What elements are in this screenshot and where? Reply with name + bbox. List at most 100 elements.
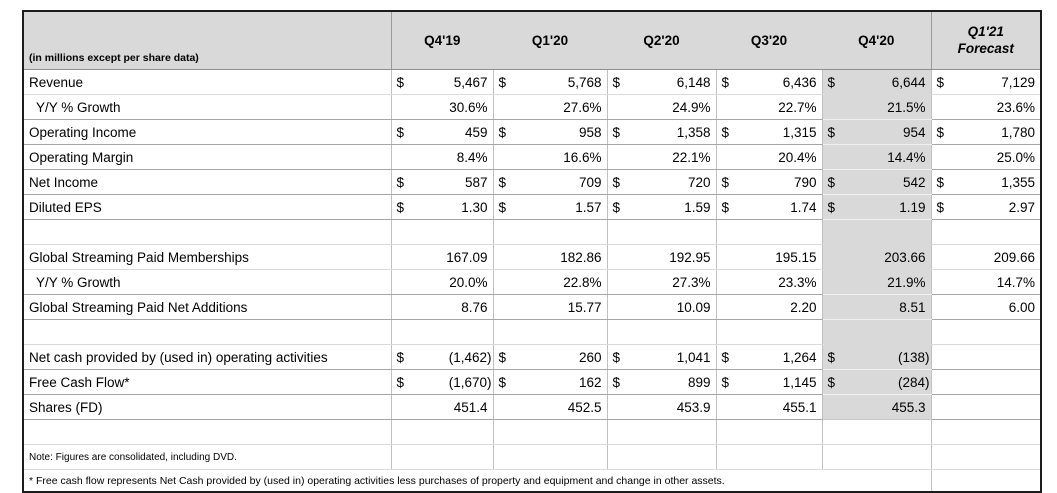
value-cell: $1.19 xyxy=(821,194,931,220)
table-row: Operating Margin 8.4% 16.6% 22.1% 20.4% 14.4%… xyxy=(23,144,1041,170)
cell-value: 10.09 xyxy=(676,299,711,315)
cell-value: 1.74 xyxy=(790,199,817,215)
dollar-sign: $ xyxy=(498,174,507,190)
cell-value: 1,355 xyxy=(1001,174,1035,190)
dollar-sign: $ xyxy=(396,74,405,90)
value-cell: $5,467 xyxy=(390,69,493,95)
value-cell: $ (1,462) xyxy=(390,344,493,370)
cell-value: (138) xyxy=(897,349,930,365)
dollar-sign: $ xyxy=(936,174,945,190)
cell-value: 720 xyxy=(687,174,711,190)
row-label xyxy=(23,219,391,245)
dollar-sign: $ xyxy=(498,124,507,140)
cell-value: 20.4% xyxy=(778,149,817,165)
cell-value: 1.59 xyxy=(684,199,711,215)
cell-value: 22.7% xyxy=(778,99,817,115)
dollar-sign: $ xyxy=(721,349,730,365)
row-label: Global Streaming Paid Net Additions xyxy=(23,294,391,320)
cell-value: 182.86 xyxy=(560,249,602,265)
cell-value: 1,145 xyxy=(782,374,817,390)
value-cell: $954 xyxy=(821,119,931,145)
cell-value: 167.09 xyxy=(446,249,488,265)
value-cell: 455.1 xyxy=(715,394,822,420)
value-cell: $162 xyxy=(492,369,607,395)
cell-value: 23.3% xyxy=(778,274,817,290)
dollar-sign: $ xyxy=(612,174,621,190)
row-label xyxy=(23,419,391,445)
dollar-sign: $ xyxy=(721,74,730,90)
cell-value: 24.9% xyxy=(672,99,711,115)
table-row: Y/Y % Growth 20.0% 22.8% 27.3% 23.3% 21.9% 14.… xyxy=(23,269,1041,295)
cell-value: 5,467 xyxy=(453,74,488,90)
table-row: Net Income $587 $709 $720 $790 $542 $1,355 xyxy=(23,169,1041,195)
value-cell: $6,148 xyxy=(606,69,716,95)
value-cell: $1,041 xyxy=(606,344,716,370)
value-cell: $6,644 xyxy=(821,69,931,95)
cell-value: 455.3 xyxy=(891,399,926,415)
value-cell: 2.20 xyxy=(715,294,822,320)
dollar-sign: $ xyxy=(936,74,945,90)
dollar-sign: $ xyxy=(498,199,507,215)
blank-row xyxy=(23,419,1041,445)
row-label: Net cash provided by (used in) operating… xyxy=(23,344,391,370)
value-cell: $2.97 xyxy=(930,194,1041,220)
empty-cell xyxy=(492,444,607,470)
value-cell: 209.66 xyxy=(930,244,1041,270)
dollar-sign: $ xyxy=(396,374,405,390)
value-cell: $ (284) xyxy=(821,369,931,395)
value-cell: $1.74 xyxy=(715,194,822,220)
value-cell: 21.5% xyxy=(821,94,931,120)
cell-value: 1,041 xyxy=(676,349,711,365)
value-cell xyxy=(821,319,931,345)
value-cell: 453.9 xyxy=(606,394,716,420)
value-cell: 8.4% xyxy=(390,144,493,170)
cell-value: 954 xyxy=(902,124,926,140)
note-row: Note: Figures are consolidated, includin… xyxy=(23,444,1041,470)
row-label: Revenue xyxy=(23,69,391,95)
footnote-text: * Free cash flow represents Net Cash pro… xyxy=(29,474,725,487)
dollar-sign: $ xyxy=(827,349,836,365)
row-label: Shares (FD) xyxy=(23,394,391,420)
value-cell: 451.4 xyxy=(390,394,493,420)
dollar-sign: $ xyxy=(827,374,836,390)
blank-row xyxy=(23,319,1041,345)
value-cell xyxy=(930,219,1041,245)
dollar-sign: $ xyxy=(396,124,405,140)
value-cell: 21.9% xyxy=(821,269,931,295)
value-cell xyxy=(390,419,493,445)
value-cell: 8.51 xyxy=(821,294,931,320)
value-cell: $1,358 xyxy=(606,119,716,145)
value-cell: 16.6% xyxy=(492,144,607,170)
dollar-sign: $ xyxy=(396,349,405,365)
dollar-sign: $ xyxy=(827,74,836,90)
row-label: Net Income xyxy=(23,169,391,195)
cell-value: 1,315 xyxy=(782,124,817,140)
cell-value: (284) xyxy=(897,374,930,390)
cell-value: 6,436 xyxy=(782,74,817,90)
table-row: Revenue $5,467 $5,768 $6,148 $6,436 $6,644 $7,… xyxy=(23,69,1041,95)
value-cell xyxy=(715,319,822,345)
dollar-sign: $ xyxy=(498,374,507,390)
dollar-sign: $ xyxy=(612,349,621,365)
value-cell: 203.66 xyxy=(821,244,931,270)
dollar-sign: $ xyxy=(612,199,621,215)
value-cell xyxy=(930,394,1041,420)
value-cell xyxy=(930,419,1041,445)
value-cell xyxy=(821,219,931,245)
cell-value: 5,768 xyxy=(567,74,602,90)
table-row: Shares (FD) 451.4 452.5 453.9 455.1 455.3 xyxy=(23,394,1041,420)
value-cell: $790 xyxy=(715,169,822,195)
value-cell: 8.76 xyxy=(390,294,493,320)
value-cell: 27.6% xyxy=(492,94,607,120)
cell-value: 16.6% xyxy=(563,149,602,165)
column-header-q4-20: Q4'20 xyxy=(822,11,931,70)
cell-value: 27.3% xyxy=(672,274,711,290)
value-cell: 22.8% xyxy=(492,269,607,295)
value-cell: $1,315 xyxy=(715,119,822,145)
dollar-sign: $ xyxy=(936,199,945,215)
value-cell xyxy=(492,419,607,445)
dollar-sign: $ xyxy=(498,74,507,90)
value-cell: 24.9% xyxy=(606,94,716,120)
cell-value: 1,358 xyxy=(676,124,711,140)
cell-value: 14.4% xyxy=(887,149,926,165)
